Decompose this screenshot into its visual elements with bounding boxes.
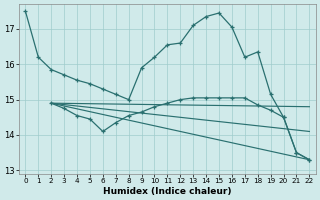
X-axis label: Humidex (Indice chaleur): Humidex (Indice chaleur) bbox=[103, 187, 232, 196]
